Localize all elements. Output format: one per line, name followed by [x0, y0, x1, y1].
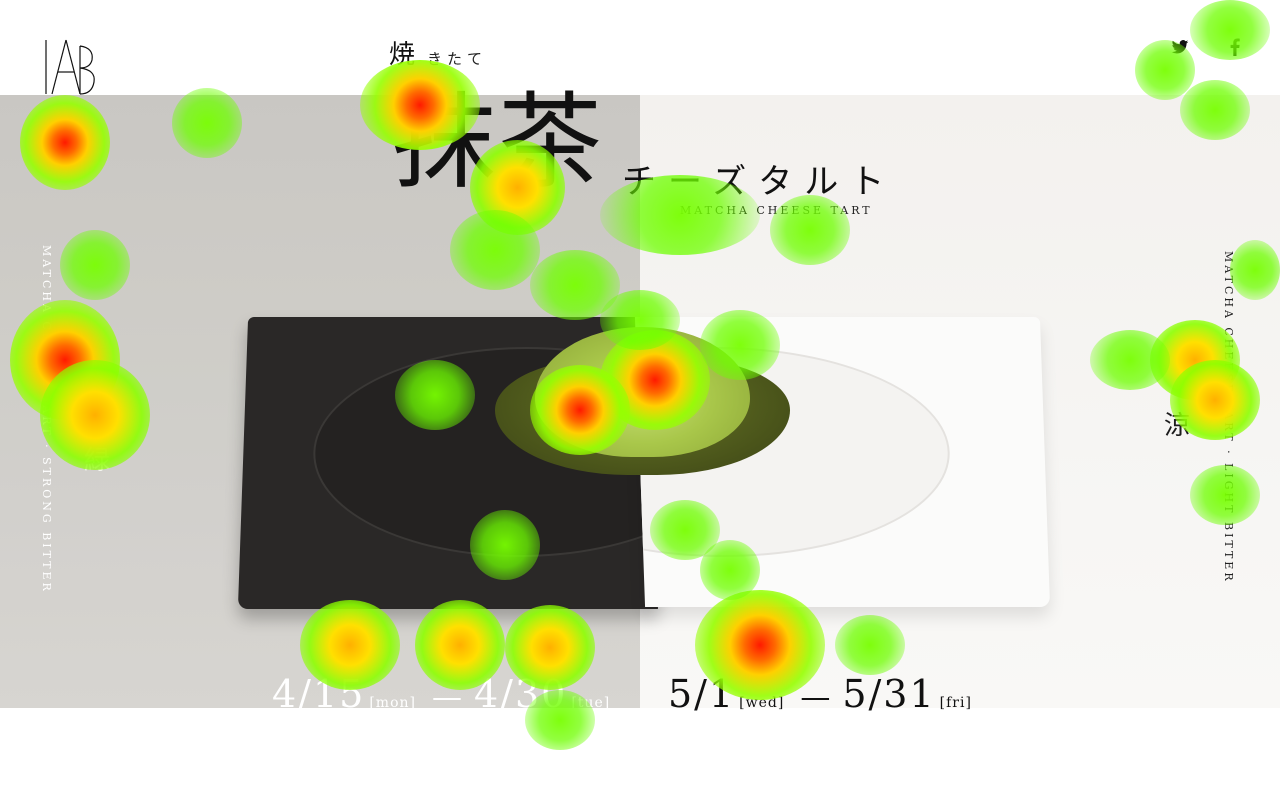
left-vertical-caption: MATCHA CHEESE TART · STRONG BITTER: [40, 245, 53, 594]
date-dash: —: [800, 680, 831, 715]
date-start: 5/1: [668, 672, 736, 716]
right-vertical-caption: MATCHA CHEESE TART · LIGHT BITTER: [1222, 251, 1235, 584]
date-end: 4/30: [474, 672, 568, 716]
date-range-left: 4/15 [mon] — 4/30 [tue]: [272, 672, 614, 716]
title-english: MATCHA CHEESE TART: [680, 204, 873, 217]
date-start-day: [mon]: [369, 695, 416, 711]
facebook-icon[interactable]: [1224, 36, 1246, 58]
date-start: 4/15: [272, 672, 366, 716]
date-start-day: [wed]: [739, 695, 785, 711]
logo-mark: [45, 39, 95, 95]
title-kitate: きたて: [427, 50, 488, 68]
title-matcha: 抹茶: [392, 81, 605, 203]
brand-logo[interactable]: [44, 38, 98, 96]
date-end-day: [tue]: [571, 695, 611, 711]
date-end: 5/31: [842, 672, 936, 716]
date-dash: —: [432, 680, 462, 715]
matcha-tart-image: [495, 327, 790, 477]
date-range-right: 5/1 [wed] — 5/31 [fri]: [668, 672, 976, 716]
title-katakana: チーズタルト: [622, 162, 897, 202]
title-yaki: 焼: [389, 40, 416, 70]
left-kanji: 緑: [84, 446, 111, 476]
twitter-icon[interactable]: [1169, 36, 1191, 58]
right-kanji: 涼: [1164, 411, 1191, 441]
date-end-day: [fri]: [939, 695, 972, 711]
